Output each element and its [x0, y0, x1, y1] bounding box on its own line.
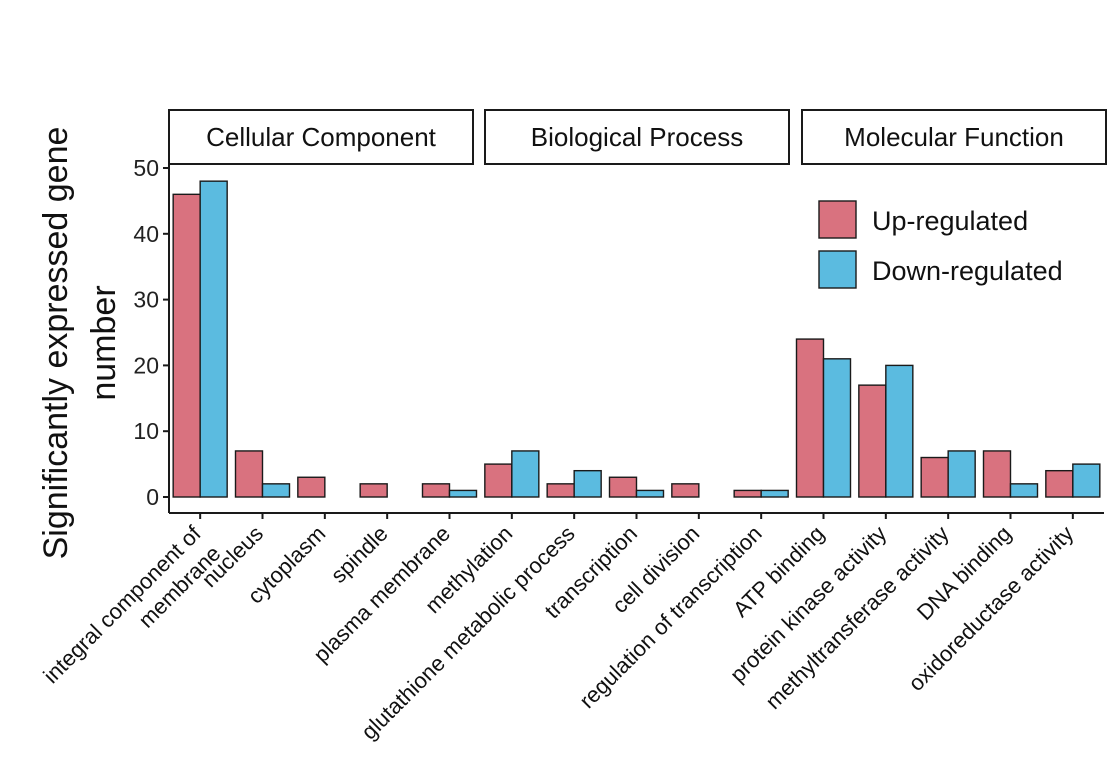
- axes: 0 10 20 30 40 50: [133, 155, 1104, 519]
- y-tick-label: 20: [133, 352, 159, 378]
- y-axis-title-line: number: [85, 285, 123, 400]
- y-tick-label: 40: [133, 221, 159, 247]
- bar-down-regulated: [760, 489, 789, 498]
- legend: Up-regulated Down-regulated: [818, 200, 1063, 289]
- bar-up-regulated: [172, 193, 201, 498]
- bar-up-regulated: [795, 338, 825, 498]
- bar-down-regulated: [947, 450, 976, 498]
- bar-up-regulated: [546, 483, 575, 498]
- bar-down-regulated: [199, 180, 228, 498]
- legend-label: Down-regulated: [872, 256, 1063, 286]
- bars: [172, 180, 1101, 498]
- y-axis-title: Significantly expressed gene number: [37, 127, 123, 560]
- bar-down-regulated: [885, 364, 914, 498]
- y-tick-label: 50: [133, 155, 159, 181]
- bar-down-regulated: [573, 469, 602, 498]
- bar-down-regulated: [822, 358, 852, 498]
- bar-up-regulated: [1045, 469, 1074, 498]
- bar-up-regulated: [297, 476, 326, 498]
- bar-up-regulated: [920, 456, 949, 498]
- bar-up-regulated: [858, 384, 887, 498]
- bar-down-regulated: [511, 450, 540, 498]
- bar-down-regulated: [261, 483, 291, 498]
- bar-down-regulated: [1009, 483, 1039, 498]
- facet-strip-box: [801, 109, 1107, 165]
- facet-strip-label: Molecular Function: [844, 122, 1064, 152]
- y-tick-label: 0: [146, 484, 159, 510]
- bar-up-regulated: [671, 483, 700, 498]
- facet-strip-box: [168, 109, 474, 165]
- facet-strip-box: [484, 109, 790, 165]
- bar-up-regulated: [733, 489, 762, 498]
- bar-up-regulated: [421, 483, 451, 498]
- facet-strip-label: Cellular Component: [206, 122, 437, 152]
- legend-swatch: [818, 250, 857, 289]
- bar-up-regulated: [982, 450, 1012, 498]
- bar-up-regulated: [234, 450, 264, 498]
- bar-down-regulated: [448, 489, 478, 498]
- facet-strips: Cellular Component Biological Process Mole…: [168, 109, 1107, 165]
- category-labels: integral component ofmembranenucleuscyto…: [38, 520, 1078, 744]
- y-axis-title-line: Significantly expressed gene: [37, 127, 75, 560]
- bar-down-regulated: [635, 489, 665, 498]
- bar-down-regulated: [1072, 463, 1101, 498]
- facet-strip-label: Biological Process: [531, 122, 743, 152]
- bar-up-regulated: [484, 463, 513, 498]
- legend-label: Up-regulated: [872, 206, 1028, 236]
- legend-swatch: [818, 200, 857, 239]
- y-tick-label: 30: [133, 287, 159, 313]
- y-tick-label: 10: [133, 418, 159, 444]
- bar-up-regulated: [359, 483, 388, 498]
- bar-up-regulated: [608, 476, 638, 498]
